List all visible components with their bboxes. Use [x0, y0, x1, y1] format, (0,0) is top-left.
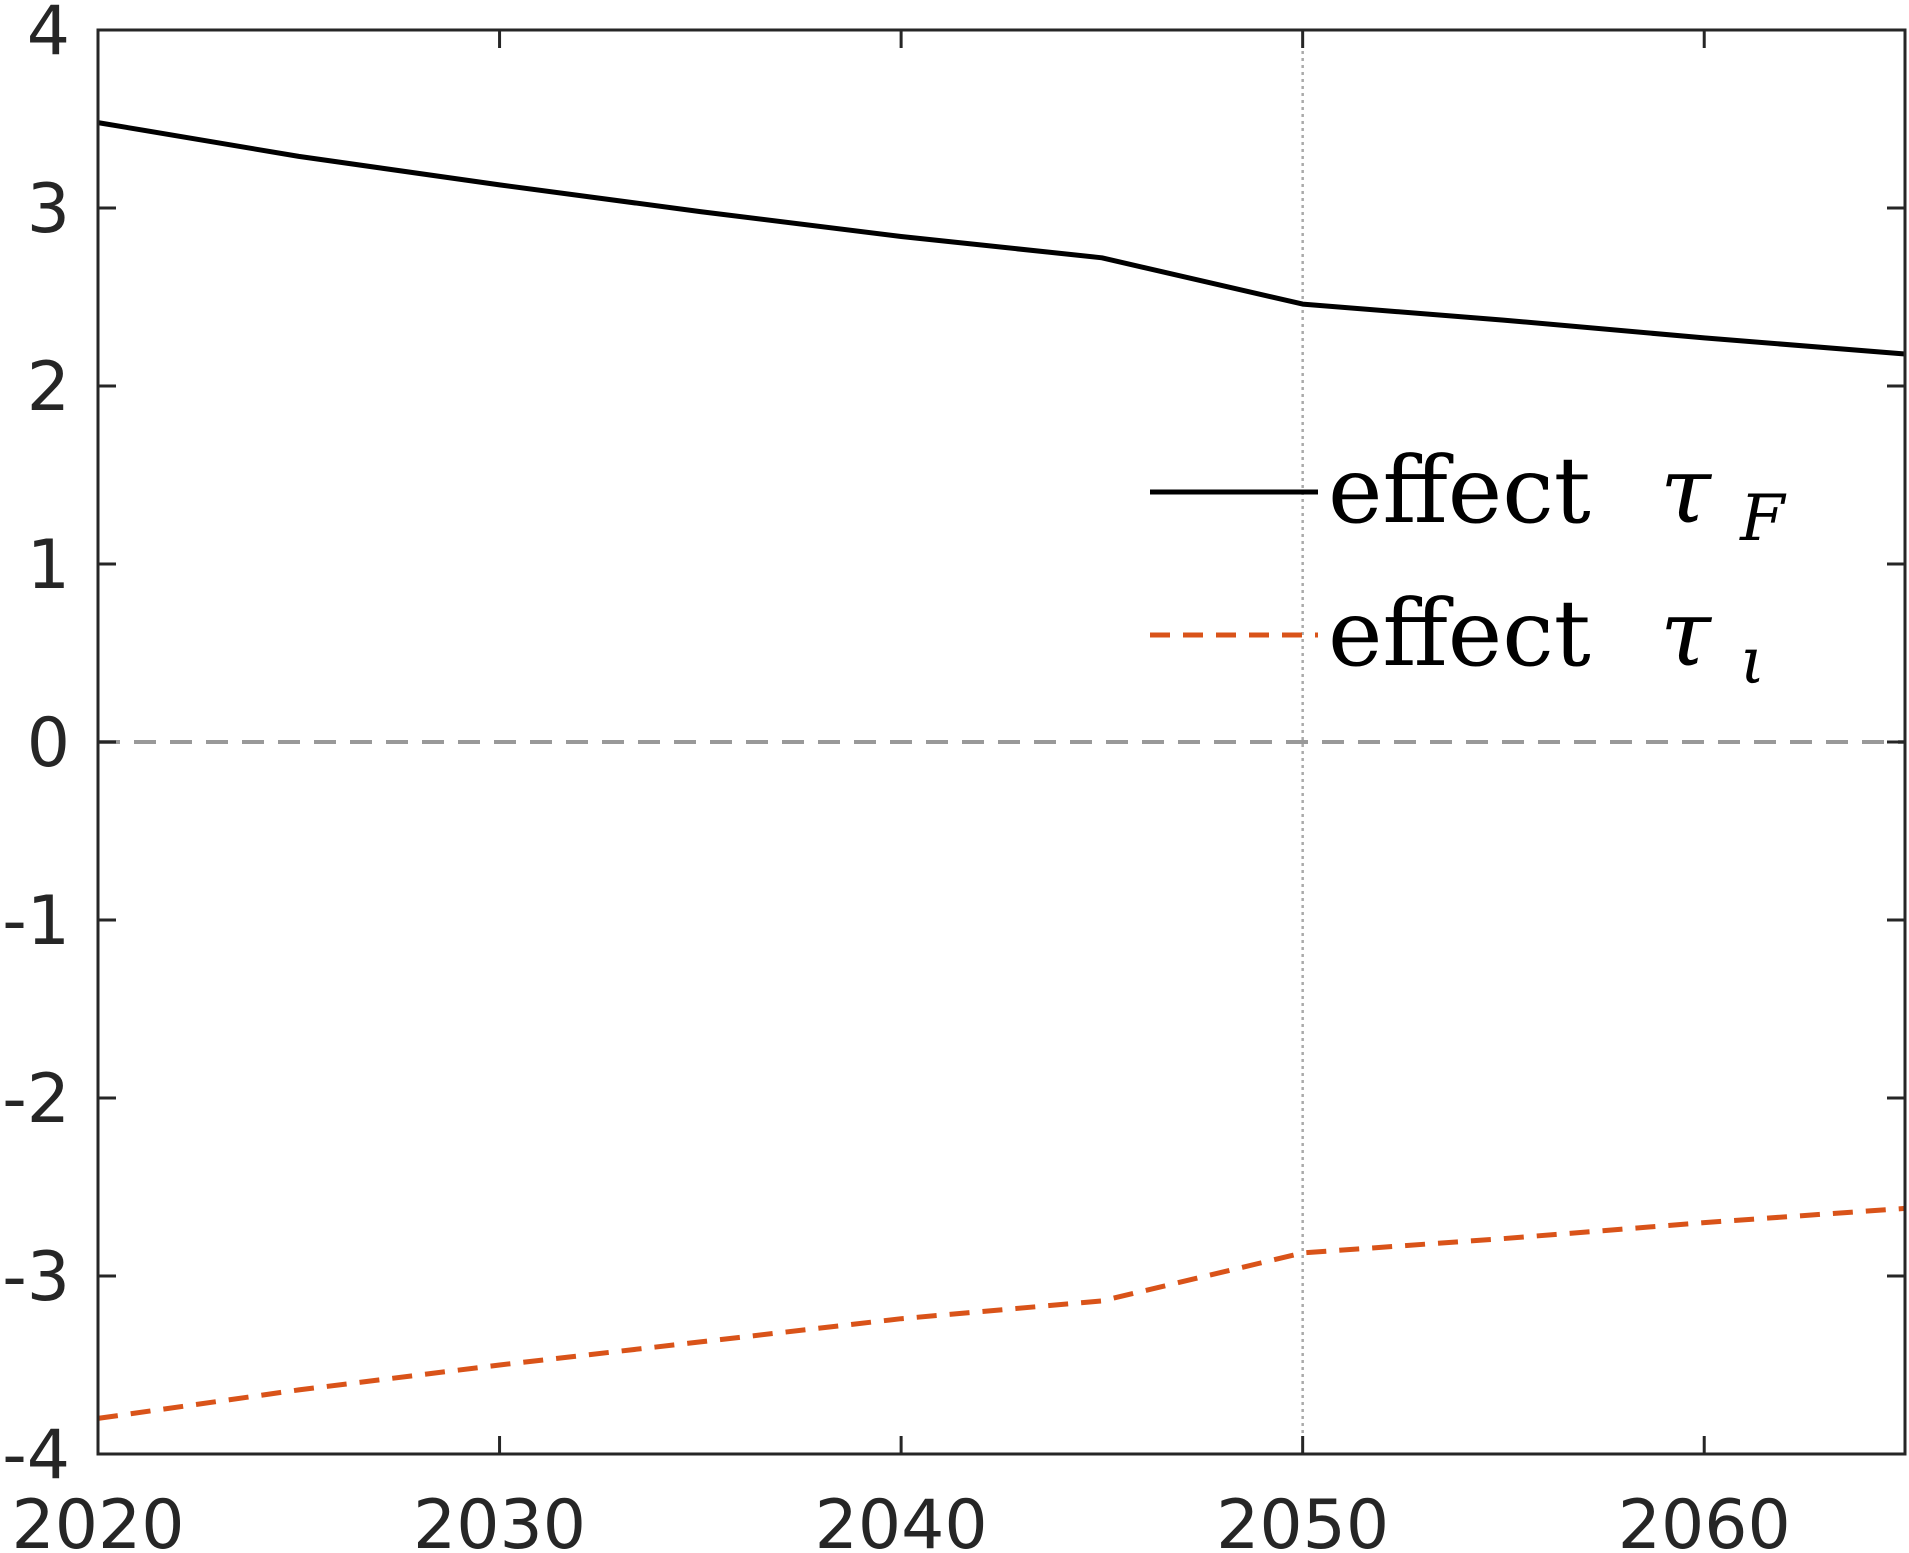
series-line-tau-f: [97, 120, 1906, 357]
reference-lines: [98, 30, 1905, 1454]
legend-label-tau-iota-subscript: ι: [1740, 625, 1765, 699]
y-tick-label: -3: [2, 1238, 70, 1317]
svg-text:effect τ ι: effect τ ι: [1328, 580, 1765, 699]
y-tick-label: -1: [2, 882, 70, 961]
y-tick-label: 1: [27, 526, 70, 605]
x-tick-label: 2050: [1216, 1486, 1389, 1553]
legend-label-tau-f-symbol: τ: [1660, 437, 1713, 544]
series-line-tau-iota: [97, 1205, 1906, 1421]
y-tick-label: -4: [2, 1416, 70, 1495]
y-tick-label: 3: [27, 170, 70, 249]
legend-label-tau-f-subscript: F: [1739, 482, 1787, 556]
legend-label-tau-iota-symbol: τ: [1660, 580, 1713, 687]
series-lines: [97, 120, 1906, 1421]
x-tick-label: 2060: [1618, 1486, 1791, 1553]
x-tick-label: 2030: [413, 1486, 586, 1553]
legend-label-tau-iota-word: effect: [1328, 580, 1591, 687]
y-tick-label: 4: [27, 0, 70, 71]
x-tick-label: 2040: [815, 1486, 988, 1553]
y-tick-label: 0: [27, 704, 70, 783]
y-tick-label: 2: [27, 348, 70, 427]
x-tick-label: 2020: [11, 1486, 184, 1553]
legend-label-tau-f-word: effect: [1328, 437, 1591, 544]
y-tick-label: -2: [2, 1060, 70, 1139]
legend: effect τ F effect τ ι: [1150, 437, 1787, 699]
svg-text:effect τ F: effect τ F: [1328, 437, 1787, 556]
